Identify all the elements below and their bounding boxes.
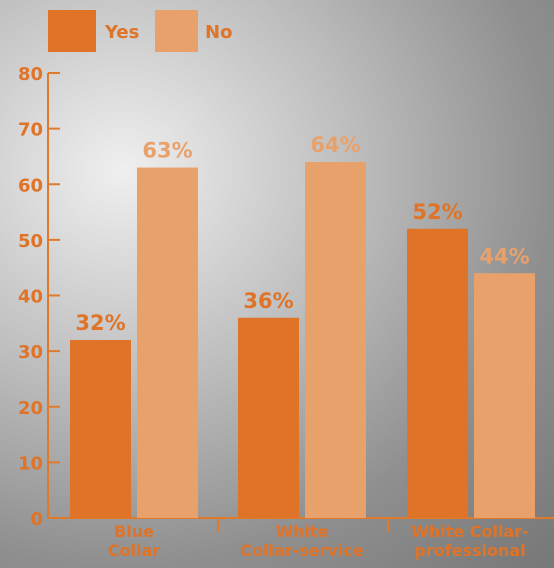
y-tick-label-40: 40 xyxy=(18,287,43,308)
category-label-0-line-1: Collar xyxy=(108,541,161,560)
y-tick-label-70: 70 xyxy=(18,120,43,141)
bar-yes-0 xyxy=(70,340,131,518)
y-tick-label-0: 0 xyxy=(30,509,43,530)
bar-no-0 xyxy=(137,167,198,518)
legend-swatch-yes xyxy=(48,10,96,52)
bar-yes-1 xyxy=(238,317,299,518)
bar-yes-2 xyxy=(407,228,468,518)
category-label-2-line-1: professional xyxy=(414,541,525,560)
y-tick-label-80: 80 xyxy=(18,64,43,85)
value-label-no-2: 44% xyxy=(479,244,529,268)
category-label-1-line-1: Collar-service xyxy=(240,541,364,560)
axes: 0 10 20 30 40 50 60 70 80 xyxy=(18,64,554,532)
value-label-no-0: 63% xyxy=(142,139,192,163)
value-label-yes-2: 52% xyxy=(412,200,462,224)
value-label-yes-1: 36% xyxy=(243,289,293,313)
y-tick-label-20: 20 xyxy=(18,398,43,419)
y-tick-label-60: 60 xyxy=(18,175,43,196)
legend-label-no: No xyxy=(205,22,232,43)
legend: Yes No xyxy=(48,10,232,52)
bar-no-2 xyxy=(474,273,535,518)
y-tick-label-50: 50 xyxy=(18,231,43,252)
y-tick-label-30: 30 xyxy=(18,342,43,363)
bar-no-1 xyxy=(305,162,366,518)
value-label-no-1: 64% xyxy=(310,133,360,157)
bars xyxy=(70,162,535,518)
legend-swatch-no xyxy=(155,10,198,52)
legend-label-yes: Yes xyxy=(104,22,139,43)
category-label-0-line-0: Blue xyxy=(114,522,154,541)
value-label-yes-0: 32% xyxy=(75,311,125,335)
category-label-2-line-0: White Collar- xyxy=(411,522,529,541)
y-tick-label-10: 10 xyxy=(18,453,43,474)
category-label-1-line-0: White xyxy=(275,522,328,541)
